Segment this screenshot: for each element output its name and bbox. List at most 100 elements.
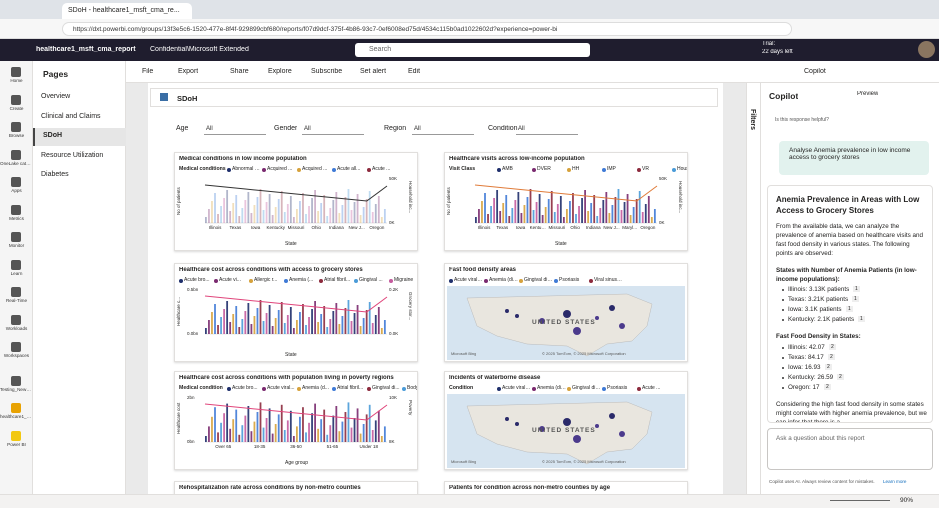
citation[interactable]: 2 [829,344,836,350]
bar [256,308,259,334]
rail-icon[interactable] [11,430,21,441]
rail-icon[interactable] [11,204,21,215]
page-tab[interactable]: SDoH [33,128,126,146]
citation[interactable]: 2 [825,364,832,370]
rail-label[interactable]: Workloads [5,325,28,331]
legend-dot [402,387,406,391]
rail-label[interactable]: Testing_New_Sample_D... [0,386,33,392]
page-tab[interactable]: Diabetes [41,171,69,178]
feedback: Is this response helpful? [775,117,829,123]
rail-icon[interactable] [11,232,21,242]
toolbar-button[interactable]: Edit [408,68,421,75]
map-bubble [619,323,625,329]
map-land [466,401,653,465]
report-page: SDoH Age All Gender All Region All Condition All… [148,83,723,501]
rail-icon[interactable] [11,67,21,77]
toolbar-button[interactable]: Explore [268,68,292,75]
rail-icon[interactable] [11,94,21,105]
toolbar-button[interactable]: Export [178,68,199,75]
visual-title: Fast food density areas [449,267,517,273]
rail-icon[interactable] [11,177,21,187]
rail-label[interactable]: Browse [8,133,25,138]
page-tab[interactable]: Overview [41,93,71,100]
nav-rail: Home Create Browse OneLake catalog Apps Metri… [0,61,33,495]
bar [541,215,544,223]
bar [332,200,335,223]
browser-tab[interactable]: SDoH - healthcare1_msft_cma_re... [62,3,192,19]
citation[interactable]: 1 [846,306,853,312]
tab-strip [0,0,939,19]
bar [380,328,383,334]
citation[interactable]: 2 [837,374,844,380]
rail-icon[interactable] [11,375,21,386]
rail-icon[interactable] [11,122,21,132]
toolbar-button[interactable]: Subscribe [311,68,343,75]
page-tab[interactable]: Resource Utilization [41,151,104,159]
app-name[interactable]: healthcare1_msft_cma_report [36,46,136,53]
rail-icon[interactable] [11,342,21,352]
toolbar-button[interactable]: Share [230,68,249,75]
slicer-dropdown[interactable]: All [412,124,474,135]
legend-item: Psoriasis [559,277,580,283]
y2-tick-label: 50K [659,176,668,181]
page-tab[interactable]: Clinical and Claims [41,112,101,120]
citation[interactable]: 1 [853,286,860,292]
question-input[interactable]: Ask a question about this report [767,428,933,470]
bar [484,193,486,223]
plot [474,184,658,224]
slicer-dropdown[interactable]: All [204,124,266,135]
rail-icon[interactable] [11,403,21,413]
rail-label[interactable]: Workspaces [3,353,30,358]
zoom[interactable]: 90% [900,497,914,504]
slicer-dropdown[interactable]: All [302,124,364,135]
plot [204,402,388,443]
bar [323,409,326,442]
rail-icon[interactable] [11,314,21,325]
rail-label[interactable]: Apps [11,188,22,193]
citation[interactable]: 1 [852,296,859,302]
filters-strip[interactable]: Filters [746,83,761,494]
rail-label[interactable]: Power BI [7,441,26,447]
bar [335,406,338,442]
y2-axis-label: Poverty [408,400,413,416]
learn-more[interactable]: Learn more [883,479,907,484]
rail-label[interactable]: Metrics [9,215,24,221]
citation[interactable]: 1 [858,316,865,322]
bar [211,416,213,442]
rail-icon[interactable] [11,287,21,297]
plot [204,184,388,224]
zoom-slider[interactable] [830,500,890,501]
search[interactable]: Search [355,43,590,57]
bar [362,207,365,223]
sensitivity-label[interactable]: Confidential\Microsoft Extended [150,46,249,53]
rail-label[interactable]: OneLake catalog [0,160,33,166]
slicer-dropdown[interactable]: All [516,124,578,135]
rail-label[interactable]: Learn [10,270,23,276]
rail-icon[interactable] [11,149,21,160]
bar [478,209,480,223]
rail-label[interactable]: healthcare1_msft_cma... [0,414,33,419]
rail-label[interactable]: Create [9,105,24,111]
bar [271,433,274,442]
rail-label[interactable]: Real-Time [5,298,27,303]
avatar[interactable] [918,41,935,58]
plot [204,295,388,335]
toolbar-button[interactable]: Set alert [360,68,387,75]
citation[interactable]: 2 [828,354,835,360]
map-bubble [573,327,581,335]
toolbar-button[interactable]: File [142,68,154,75]
copilot-pane: Copilot Preview Is this response helpful? A… [761,83,939,494]
rail-icon[interactable] [11,259,21,270]
bar [569,201,571,223]
citation[interactable]: 2 [824,384,831,390]
bar [220,206,222,223]
bar [314,301,316,334]
preview-toggle[interactable]: Preview [857,91,879,97]
bar [235,409,238,442]
rail-label[interactable]: Monitor [8,243,25,248]
rail-label[interactable]: Home [10,78,23,83]
filters-label[interactable]: Filters [749,109,756,131]
url[interactable]: https://dxt.powerbi.com/groups/13f3e5c6-… [62,22,792,36]
bar [587,211,590,223]
copilot-button[interactable]: Copilot [804,68,826,75]
